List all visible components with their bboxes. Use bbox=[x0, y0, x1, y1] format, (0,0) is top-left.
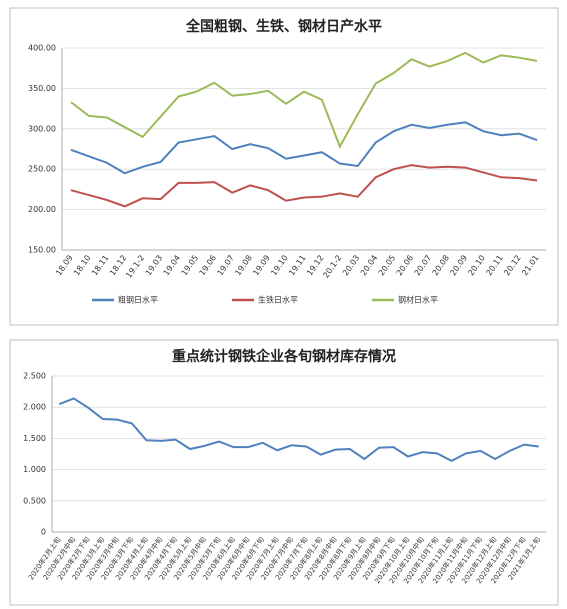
data-line bbox=[70, 121, 538, 175]
data-line bbox=[70, 164, 538, 208]
chart-title: 重点统计钢铁企业各旬钢材库存情况 bbox=[172, 348, 396, 365]
y-tick-label: 0 bbox=[41, 528, 46, 537]
y-tick-label: 300.00 bbox=[28, 124, 56, 133]
y-tick-label: 150.00 bbox=[28, 246, 56, 255]
legend-label: 生铁日水平 bbox=[258, 295, 298, 305]
data-line bbox=[70, 51, 538, 149]
data-line bbox=[58, 397, 539, 462]
chart-frame bbox=[9, 7, 559, 326]
y-tick-label: 350.00 bbox=[28, 84, 56, 93]
y-tick-label: 200.00 bbox=[28, 205, 56, 214]
y-tick-label: 400.00 bbox=[28, 44, 56, 53]
legend-label: 钢材日水平 bbox=[398, 295, 438, 305]
y-tick-label: 1.500 bbox=[23, 434, 46, 443]
y-tick-label: 0.500 bbox=[23, 496, 46, 505]
chart-frame bbox=[9, 339, 559, 606]
chart-title: 全国粗钢、生铁、钢材日产水平 bbox=[185, 18, 382, 35]
legend-label: 粗钢日水平 bbox=[118, 295, 158, 305]
y-tick-label: 2.500 bbox=[23, 372, 46, 381]
y-tick-label: 2.000 bbox=[23, 403, 46, 412]
y-tick-label: 1.000 bbox=[23, 465, 46, 474]
y-tick-label: 250.00 bbox=[28, 165, 56, 174]
